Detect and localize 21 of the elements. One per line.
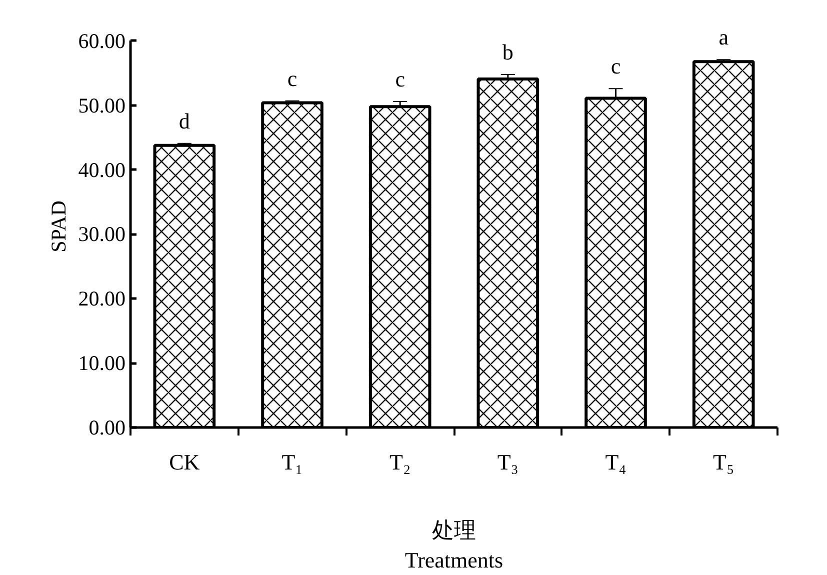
y-tick-label: 60.00 (78, 28, 126, 53)
annotation: c (395, 66, 406, 92)
y-tick-label: 30.00 (78, 222, 126, 246)
y-tick-label: 40.00 (78, 158, 126, 182)
y-tick-label: 50.00 (78, 93, 126, 118)
x-tick-label: T₄ (605, 450, 626, 474)
annotation: b (502, 39, 514, 64)
annotation: c (610, 54, 621, 79)
x-tick-label: T₁ (282, 450, 303, 474)
x-axis-title: 处理 Treatments (404, 518, 504, 572)
y-tick-label: 20.00 (78, 286, 126, 311)
y-tick-label: 10.00 (78, 351, 126, 376)
y-axis-title: SPAD (46, 200, 70, 252)
y-tick-label: 0.00 (88, 416, 126, 440)
annotation: d (178, 108, 190, 134)
x-tick-label: T₂ (390, 450, 411, 474)
annotation: a (718, 24, 729, 50)
x-tick-label: CK (169, 450, 200, 474)
x-tick-label: T₅ (713, 450, 734, 474)
annotation: c (287, 66, 298, 91)
x-tick-label: T₃ (497, 450, 518, 474)
